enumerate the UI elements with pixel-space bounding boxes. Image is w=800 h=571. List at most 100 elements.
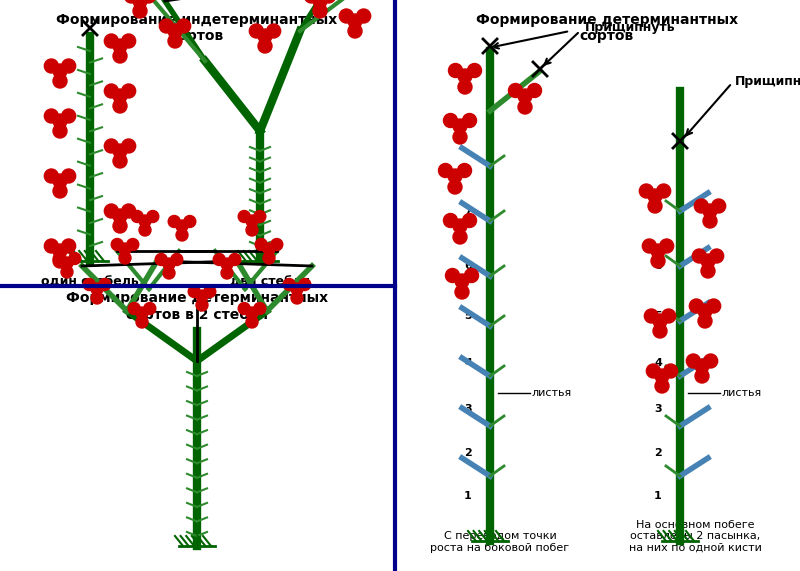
Circle shape <box>168 24 182 38</box>
Text: 2: 2 <box>464 448 472 458</box>
Circle shape <box>111 239 123 251</box>
Circle shape <box>62 109 76 123</box>
Circle shape <box>188 286 200 297</box>
Circle shape <box>221 258 233 270</box>
Circle shape <box>196 290 208 302</box>
Circle shape <box>527 83 542 98</box>
Circle shape <box>122 34 136 48</box>
Circle shape <box>229 254 241 266</box>
Circle shape <box>176 229 188 241</box>
Circle shape <box>246 224 258 236</box>
Circle shape <box>163 258 175 270</box>
Circle shape <box>462 114 477 127</box>
Circle shape <box>710 249 724 263</box>
Circle shape <box>639 184 654 198</box>
Circle shape <box>653 314 667 328</box>
Circle shape <box>133 4 147 18</box>
Circle shape <box>113 49 127 63</box>
Circle shape <box>694 199 708 213</box>
Text: один стебель: один стебель <box>41 276 139 289</box>
Circle shape <box>655 379 669 393</box>
Circle shape <box>701 264 715 278</box>
Circle shape <box>128 303 140 315</box>
Circle shape <box>339 9 354 23</box>
Circle shape <box>644 309 658 323</box>
Circle shape <box>142 0 156 3</box>
Circle shape <box>255 239 267 251</box>
Circle shape <box>438 163 453 178</box>
Text: Прищипнуть: Прищипнуть <box>735 74 800 87</box>
Circle shape <box>53 114 67 128</box>
Circle shape <box>54 252 66 264</box>
Circle shape <box>246 215 258 227</box>
Circle shape <box>695 359 709 373</box>
Text: Формирование детерминантных
сортов в 2 стебля: Формирование детерминантных сортов в 2 с… <box>66 291 328 321</box>
Circle shape <box>136 307 148 319</box>
Circle shape <box>322 0 336 3</box>
Circle shape <box>467 63 482 78</box>
Circle shape <box>53 254 67 268</box>
Circle shape <box>69 252 81 264</box>
Text: 4: 4 <box>464 358 472 368</box>
Circle shape <box>313 4 327 18</box>
Circle shape <box>291 283 303 295</box>
Circle shape <box>695 369 709 383</box>
Circle shape <box>139 215 151 227</box>
Circle shape <box>648 189 662 203</box>
Circle shape <box>443 114 458 127</box>
Circle shape <box>291 292 303 304</box>
Text: 1: 1 <box>654 491 662 501</box>
Circle shape <box>703 204 717 218</box>
Circle shape <box>453 219 467 233</box>
Circle shape <box>91 292 103 304</box>
Circle shape <box>263 243 275 255</box>
Circle shape <box>168 215 180 227</box>
Circle shape <box>119 252 131 264</box>
Circle shape <box>304 0 318 3</box>
Text: 3: 3 <box>654 404 662 414</box>
Circle shape <box>98 279 110 291</box>
Circle shape <box>61 266 73 278</box>
Circle shape <box>163 267 175 279</box>
Circle shape <box>254 303 266 315</box>
Circle shape <box>448 169 462 183</box>
Circle shape <box>453 230 467 244</box>
Text: 4: 4 <box>654 358 662 368</box>
Circle shape <box>113 89 127 103</box>
Circle shape <box>651 254 665 268</box>
Circle shape <box>704 354 718 368</box>
Circle shape <box>698 304 712 318</box>
Circle shape <box>686 354 700 368</box>
Text: 3: 3 <box>464 404 472 414</box>
Circle shape <box>348 14 362 28</box>
Circle shape <box>690 299 703 313</box>
Text: Формирование индетерминантных
сортов: Формирование индетерминантных сортов <box>56 13 338 43</box>
Circle shape <box>446 268 459 283</box>
Circle shape <box>458 80 472 94</box>
Circle shape <box>126 239 138 251</box>
Circle shape <box>706 299 721 313</box>
Circle shape <box>44 109 58 123</box>
Circle shape <box>258 39 272 53</box>
Circle shape <box>122 204 136 218</box>
Circle shape <box>168 34 182 48</box>
Circle shape <box>246 307 258 319</box>
Circle shape <box>298 279 310 291</box>
Circle shape <box>443 214 458 227</box>
Circle shape <box>53 244 67 258</box>
Circle shape <box>124 0 138 3</box>
Circle shape <box>246 316 258 328</box>
Circle shape <box>104 139 118 153</box>
Circle shape <box>204 286 216 297</box>
Circle shape <box>184 215 196 227</box>
Circle shape <box>283 279 295 291</box>
Text: 5: 5 <box>464 311 472 321</box>
Circle shape <box>712 199 726 213</box>
Circle shape <box>646 364 660 378</box>
Circle shape <box>62 239 76 253</box>
Text: 6: 6 <box>654 261 662 271</box>
Text: листья: листья <box>722 388 762 398</box>
Circle shape <box>177 19 190 33</box>
Circle shape <box>104 204 118 218</box>
Circle shape <box>270 239 282 251</box>
